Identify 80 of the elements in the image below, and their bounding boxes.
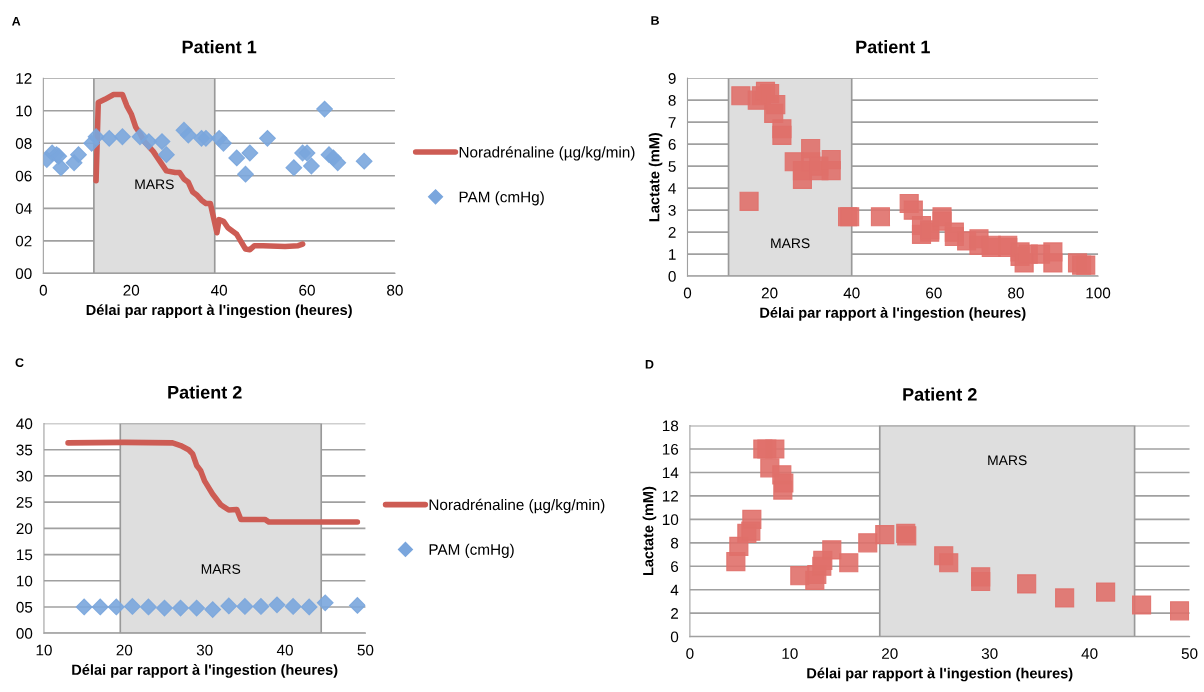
y-tick-label: 8: [670, 537, 679, 549]
x-tick-label: 20: [882, 648, 898, 659]
y-tick-label: 0: [668, 270, 676, 282]
band-label: MARS: [135, 179, 174, 190]
x-tick-label: 0: [683, 287, 692, 299]
x-tick-label: 10: [782, 648, 798, 659]
x-tick-label: 30: [196, 644, 213, 656]
y-axis-title: Lactate (mM): [648, 132, 663, 222]
y-tick-label: 5: [668, 161, 676, 172]
x-tick-label: 40: [1081, 648, 1098, 659]
y-tick-label: 2: [668, 227, 676, 238]
y-tick-label: 3: [668, 205, 676, 216]
y-tick-label: 02: [15, 235, 32, 247]
x-axis-title: Délai par rapport à l'ingestion (heures): [72, 664, 338, 678]
y-tick-label: 18: [662, 420, 679, 432]
band-label: MARS: [201, 564, 241, 575]
x-tick-label: 40: [843, 287, 860, 299]
band-label: MARS: [988, 455, 1027, 466]
legend-label: Noradrénaline (µg/kg/min): [429, 498, 605, 514]
x-tick-label: 50: [357, 644, 374, 656]
x-tick-label: 30: [981, 648, 998, 659]
x-tick-label: 20: [116, 644, 133, 656]
x-tick-label: 20: [761, 287, 778, 299]
text: D: [645, 359, 654, 369]
y-axis-title: Lactate (mM): [642, 486, 657, 576]
x-tick-label: 80: [1008, 287, 1024, 299]
y-tick-label: 4: [670, 584, 679, 596]
x-tick-label: 60: [926, 287, 942, 299]
y-tick-label: 10: [662, 514, 679, 526]
y-tick-label: 00: [15, 268, 32, 280]
text: B: [651, 16, 659, 25]
y-tick-label: 8: [668, 95, 676, 106]
x-tick-label: 10: [36, 644, 52, 656]
y-tick-label: 12: [16, 73, 32, 84]
x-tick-label: 0: [686, 648, 694, 659]
y-tick-label: 15: [17, 549, 33, 561]
text: A: [12, 16, 21, 26]
x-axis-title: Délai par rapport à l'ingestion (heures): [86, 304, 352, 319]
y-tick-label: 6: [668, 139, 676, 150]
legend-label: PAM (cmHg): [429, 543, 514, 558]
legend-label: PAM (cmHg): [459, 191, 544, 206]
x-tick-label: 0: [39, 284, 47, 296]
y-tick-label: 6: [671, 561, 679, 572]
x-tick-label: 20: [123, 284, 140, 296]
y-tick-label: 06: [15, 170, 32, 182]
x-tick-label: 80: [387, 284, 403, 296]
y-tick-label: 25: [16, 497, 33, 508]
legend-label: Noradrénaline (µg/kg/min): [459, 146, 635, 161]
y-tick-label: 7: [668, 117, 676, 128]
y-tick-label: 35: [16, 444, 33, 456]
chart-title: Patient 1: [856, 40, 930, 54]
y-tick-label: 20: [16, 523, 33, 535]
y-tick-label: 2: [671, 608, 679, 619]
x-tick-label: 40: [210, 284, 228, 296]
text: C: [15, 358, 24, 368]
y-tick-label: 14: [662, 467, 679, 479]
y-tick-label: 04: [15, 203, 32, 214]
x-axis-title: Délai par rapport à l'ingestion (heures): [760, 307, 1026, 321]
y-tick-label: 05: [16, 601, 33, 613]
y-tick-label: 30: [16, 470, 33, 482]
y-tick-label: 1: [669, 249, 676, 260]
x-tick-label: 50: [1181, 648, 1198, 659]
y-tick-label: 9: [668, 73, 676, 84]
x-axis-title: Délai par rapport à l'ingestion (heures): [807, 667, 1073, 682]
y-tick-label: 12: [662, 490, 679, 502]
chart-title: Patient 2: [168, 385, 242, 399]
y-tick-label: 08: [15, 138, 32, 149]
y-tick-label: 10: [16, 105, 32, 117]
chart-title: Patient 2: [903, 387, 977, 401]
band-label: MARS: [771, 238, 810, 249]
chart-title: Patient 1: [182, 40, 257, 54]
y-tick-label: 00: [16, 628, 33, 639]
y-tick-label: 16: [662, 443, 679, 455]
y-tick-label: 4: [668, 183, 676, 194]
y-tick-label: 40: [16, 418, 33, 430]
x-tick-label: 40: [276, 644, 293, 656]
y-tick-label: 0: [670, 631, 679, 643]
x-tick-label: 60: [299, 284, 315, 296]
y-tick-label: 10: [17, 575, 33, 587]
x-tick-label: 100: [1086, 287, 1111, 299]
